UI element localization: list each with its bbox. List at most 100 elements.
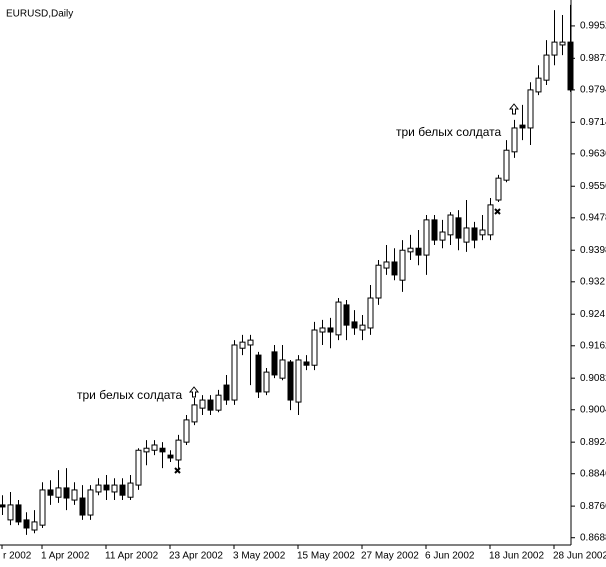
x-tick-label: 23 Apr 2002 [169,551,223,562]
y-tick-label: 0.8688 [580,532,606,543]
candle-body [519,124,526,129]
candle-body [367,297,374,329]
candle-body [327,327,334,333]
candle-body [343,304,350,326]
candle-body [391,261,398,276]
y-tick-label: 0.8924 [580,437,606,448]
y-tick-label: 0.9636 [580,149,606,160]
candle-body [199,399,206,409]
candle-body [471,227,478,241]
candle-body [47,489,54,496]
annotation: три белых солдата [396,125,502,139]
candle-body [479,229,486,236]
candle-body [351,321,358,329]
candle-body [359,324,366,331]
candle-body [487,204,494,236]
candle-body [511,127,518,153]
candle-body [279,359,286,379]
candle-body [447,214,454,236]
candle-body [215,394,222,411]
y-tick-label: 0.8846 [580,468,606,479]
candle-body [383,261,390,269]
x-tick-label: 6 Jun 2002 [425,551,475,562]
candle-body [111,484,118,493]
pattern-arrow [508,103,520,115]
candle-body [287,361,294,401]
candle-body [455,217,462,239]
pattern-arrow [188,386,200,398]
candle-body [463,227,470,243]
candle-body [183,419,190,443]
y-tick-label: 0.9162 [580,340,606,351]
x-tick-label: 18 Jun 2002 [489,551,544,562]
candle-body [375,264,382,299]
chart-title: EURUSD,Daily [6,9,73,20]
candle-body [39,489,46,526]
candle-body [7,504,14,521]
candle-body [295,359,302,403]
x-tick-label: 15 May 2002 [297,551,355,562]
y-tick-label: 0.9794 [580,85,606,96]
pattern-cross [174,467,181,474]
x-tick-label: 28 Jun 2002 [553,551,606,562]
candle-body [335,301,342,336]
candle-body [495,177,502,201]
candle-body [247,339,254,346]
candle-body [303,361,310,366]
candle-body [159,447,166,453]
x-tick-label: r 2002 [3,551,32,562]
annotation: три белых солдата [77,388,183,402]
candle-body [311,329,318,366]
candle-body [207,399,214,411]
candle-body [127,482,134,498]
candle-body [95,484,102,493]
candle-body [151,444,158,451]
candle-body [439,231,446,241]
candle-body [503,149,510,181]
candle-body [87,489,94,516]
y-tick-label: 0.9478 [580,212,606,223]
candle-body [263,371,270,393]
x-tick-label: 27 May 2002 [361,551,419,562]
candle-body [399,249,406,281]
candle-body [431,219,438,241]
y-tick-label: 0.9082 [580,373,606,384]
candle-body [543,54,550,81]
candle-body [103,484,110,491]
pattern-cross [494,208,501,215]
candle-body [319,327,326,333]
candle-body [407,247,414,253]
y-tick-label: 0.9714 [580,117,606,128]
candle-body [143,447,150,453]
candle-body [31,521,38,531]
candle-body [23,519,30,529]
candle-body [71,489,78,501]
y-tick-label: 0.9398 [580,245,606,256]
candle-body [119,484,126,496]
candle-body [79,497,86,516]
candle-body [223,384,230,401]
candle-body [567,41,574,91]
candle-body [15,504,22,523]
candle-body [63,487,70,499]
y-tick-label: 0.9556 [580,181,606,192]
candle-body [423,219,430,256]
y-tick-label: 0.932 [580,276,605,287]
candle-body [535,77,542,93]
candle-body [551,41,558,56]
candle-body [527,89,534,129]
candle-body [239,341,246,349]
y-tick-label: 0.924 [580,309,605,320]
y-tick-label: 0.9952 [580,21,606,32]
candle-body [135,449,142,486]
candle-body [175,439,182,461]
candle-body [55,487,62,498]
y-tick-label: 0.8766 [580,501,606,512]
candle-body [255,354,262,393]
candle-body [167,454,174,459]
x-tick-label: 1 Apr 2002 [41,551,90,562]
candle-body [0,504,6,508]
x-tick-label: 3 May 2002 [233,551,286,562]
